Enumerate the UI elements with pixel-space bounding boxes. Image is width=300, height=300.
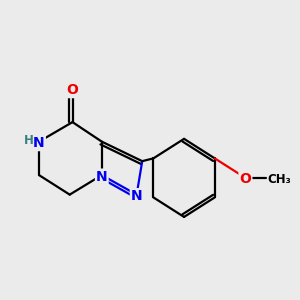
Text: CH₃: CH₃: [268, 173, 292, 186]
Text: N: N: [33, 136, 45, 150]
Text: O: O: [67, 83, 78, 97]
Text: N: N: [96, 169, 108, 184]
Text: H: H: [23, 134, 33, 147]
Text: O: O: [239, 172, 251, 186]
Text: N: N: [131, 189, 142, 203]
